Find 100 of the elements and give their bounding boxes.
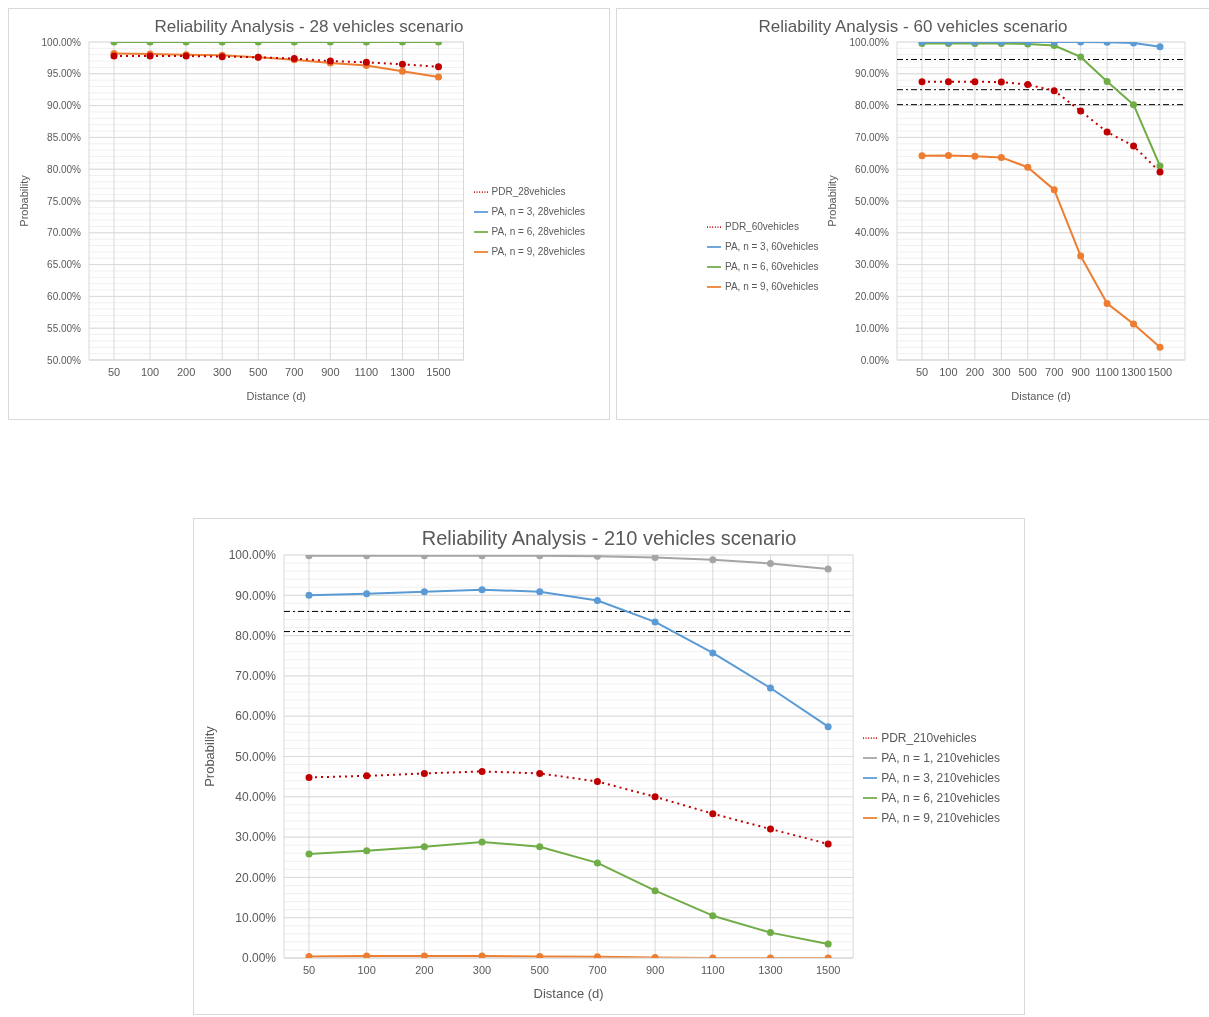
point [971, 78, 979, 86]
y-tick-label: 30.00% [235, 830, 277, 845]
x-tick-label: 300 [212, 365, 232, 378]
point [305, 952, 313, 958]
point [1130, 320, 1138, 328]
point [536, 843, 544, 851]
y-tick-label: 40.00% [235, 790, 277, 805]
x-tick-label: 1100 [1095, 365, 1119, 378]
point [1024, 163, 1032, 171]
x-tick-label: 1300 [390, 365, 415, 378]
y-tick-label: 0.00% [860, 354, 890, 366]
y-tick-label: 90.00% [855, 68, 890, 80]
y-tick-label: 50.00% [855, 195, 890, 207]
y-tick-label: 80.00% [855, 100, 890, 112]
point [824, 565, 832, 573]
legend-label: PA, n = 6, 60vehicles [725, 261, 819, 272]
x-tick-label: 100 [357, 963, 376, 976]
point [536, 769, 544, 777]
point [651, 618, 659, 626]
legend-label: PA, n = 3, 28vehicles [491, 206, 585, 217]
point [1077, 252, 1085, 260]
point [709, 810, 717, 818]
x-tick-label: 1100 [354, 365, 379, 378]
y-tick-label: 85.00% [47, 131, 82, 143]
point [651, 555, 659, 561]
y-tick-label: 65.00% [47, 259, 82, 271]
point [766, 825, 774, 833]
x-tick-label: 1500 [426, 365, 451, 378]
y-axis-title: Probability [201, 725, 217, 787]
point [593, 777, 601, 785]
x-tick-label: 1500 [1147, 365, 1173, 378]
x-tick-label: 500 [530, 963, 549, 976]
point [363, 772, 371, 780]
x-axis-title: Distance (d) [246, 390, 306, 402]
y-tick-label: 70.00% [47, 227, 82, 239]
legend-label: PDR_28vehicles [491, 186, 566, 197]
point [651, 793, 659, 801]
x-tick-label: 300 [992, 365, 1011, 378]
y-tick-label: 60.00% [47, 290, 82, 302]
point [1050, 186, 1058, 194]
point [766, 929, 774, 937]
legend-label: PA, n = 9, 28vehicles [491, 246, 585, 257]
y-tick-label: 70.00% [235, 669, 277, 684]
y-tick-label: 100.00% [228, 548, 277, 563]
legend-label: PA, n = 6, 210vehicles [881, 790, 1000, 805]
x-tick-label: 100 [939, 365, 958, 378]
y-tick-label: 70.00% [855, 131, 890, 143]
point [420, 843, 428, 851]
point [1077, 53, 1085, 61]
point [593, 859, 601, 867]
chart-title: Reliability Analysis - 60 vehicles scenario [757, 17, 1069, 37]
x-tick-label: 200 [176, 365, 196, 378]
y-tick-label: 80.00% [47, 163, 82, 175]
legend-label: PA, n = 6, 28vehicles [491, 226, 585, 237]
x-tick-label: 200 [415, 963, 434, 976]
x-tick-label: 500 [249, 365, 268, 378]
x-tick-label: 900 [1071, 365, 1090, 378]
point [1156, 343, 1164, 351]
point [918, 152, 926, 160]
point [478, 952, 486, 958]
x-tick-label: 1300 [758, 963, 783, 976]
x-tick-label: 700 [1045, 365, 1064, 378]
y-tick-label: 50.00% [47, 354, 82, 366]
y-tick-label: 10.00% [855, 322, 890, 334]
point [420, 588, 428, 596]
point [709, 556, 717, 564]
point [709, 912, 717, 920]
y-tick-label: 20.00% [855, 290, 890, 302]
legend-label: PDR_210vehicles [881, 730, 977, 745]
legend-label: PDR_60vehicles [725, 221, 799, 232]
point [824, 840, 832, 848]
y-tick-label: 50.00% [235, 749, 277, 764]
y-tick-label: 90.00% [47, 100, 82, 112]
point [420, 769, 428, 777]
x-tick-label: 100 [140, 365, 160, 378]
x-tick-label: 50 [915, 365, 929, 378]
legend-label: PA, n = 3, 60vehicles [725, 241, 819, 252]
point [1156, 43, 1164, 51]
point [305, 773, 313, 781]
point [536, 952, 544, 958]
y-tick-label: 55.00% [47, 322, 82, 334]
point [1103, 128, 1111, 136]
point [1077, 107, 1085, 115]
y-tick-label: 20.00% [235, 870, 277, 885]
chart-title: Reliability Analysis - 28 vehicles scenario [153, 17, 465, 37]
point [971, 152, 979, 160]
legend-label: PA, n = 9, 210vehicles [881, 810, 1000, 825]
x-tick-label: 1100 [700, 963, 725, 976]
point [305, 850, 313, 858]
x-tick-label: 200 [965, 365, 985, 378]
y-tick-label: 75.00% [47, 195, 82, 207]
point [478, 586, 486, 594]
y-tick-label: 90.00% [235, 588, 277, 603]
point [766, 559, 774, 567]
point [536, 588, 544, 596]
point [824, 940, 832, 948]
x-tick-label: 50 [107, 365, 121, 378]
y-axis-title: Probability [825, 174, 838, 227]
point [651, 887, 659, 895]
point [944, 152, 952, 160]
